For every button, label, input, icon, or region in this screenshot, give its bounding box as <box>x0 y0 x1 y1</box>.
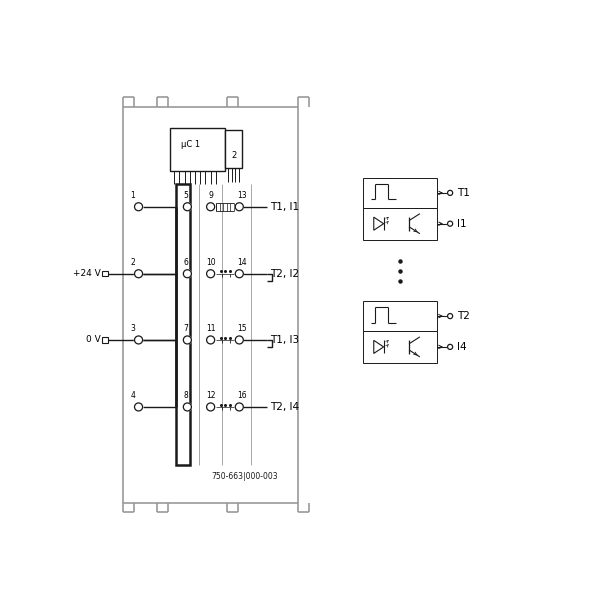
Text: 13: 13 <box>238 191 247 200</box>
Circle shape <box>235 203 244 211</box>
Text: T1, I3: T1, I3 <box>271 335 299 345</box>
Text: 12: 12 <box>206 391 215 400</box>
Text: 14: 14 <box>238 258 247 267</box>
Circle shape <box>448 314 452 319</box>
Circle shape <box>448 221 452 226</box>
Text: 15: 15 <box>238 325 247 334</box>
Bar <box>364 208 437 240</box>
Circle shape <box>206 403 215 411</box>
Circle shape <box>448 190 452 196</box>
Bar <box>176 184 190 464</box>
Text: 11: 11 <box>206 325 215 334</box>
Text: 5: 5 <box>184 191 188 200</box>
Text: I4: I4 <box>457 342 467 352</box>
Text: T2: T2 <box>457 311 470 321</box>
Circle shape <box>206 336 215 344</box>
Text: T1, I1: T1, I1 <box>271 202 299 212</box>
Bar <box>364 178 437 208</box>
Text: T2, I4: T2, I4 <box>271 402 299 412</box>
Circle shape <box>235 403 244 411</box>
Text: 2: 2 <box>131 258 136 267</box>
Text: 1: 1 <box>131 191 136 200</box>
Text: T2, I2: T2, I2 <box>271 269 299 279</box>
Text: 2: 2 <box>231 151 236 160</box>
Bar <box>226 130 242 168</box>
Text: 0 V: 0 V <box>86 335 101 344</box>
Text: 6: 6 <box>184 258 188 267</box>
Circle shape <box>184 403 191 411</box>
Text: I1: I1 <box>457 218 467 229</box>
Circle shape <box>184 203 191 211</box>
Text: 16: 16 <box>238 391 247 400</box>
Bar <box>364 301 437 331</box>
Bar <box>102 271 107 277</box>
Text: 3: 3 <box>131 325 136 334</box>
Text: 10: 10 <box>206 258 215 267</box>
Circle shape <box>184 336 191 344</box>
Text: 8: 8 <box>184 391 188 400</box>
Text: 750-663|000-003: 750-663|000-003 <box>211 472 278 481</box>
Circle shape <box>235 336 244 344</box>
Circle shape <box>184 270 191 278</box>
Circle shape <box>134 403 143 411</box>
Text: 4: 4 <box>131 391 136 400</box>
Circle shape <box>235 270 244 278</box>
Text: T1: T1 <box>457 188 470 198</box>
Bar <box>102 337 107 343</box>
Circle shape <box>134 270 143 278</box>
Bar <box>170 128 226 170</box>
Circle shape <box>206 203 215 211</box>
Bar <box>364 331 437 363</box>
Text: 9: 9 <box>208 191 213 200</box>
Circle shape <box>448 344 452 349</box>
Circle shape <box>206 270 215 278</box>
Text: +24 V: +24 V <box>73 269 101 278</box>
Circle shape <box>134 203 143 211</box>
Text: μC 1: μC 1 <box>181 140 200 149</box>
Circle shape <box>134 336 143 344</box>
Text: 7: 7 <box>184 325 188 334</box>
